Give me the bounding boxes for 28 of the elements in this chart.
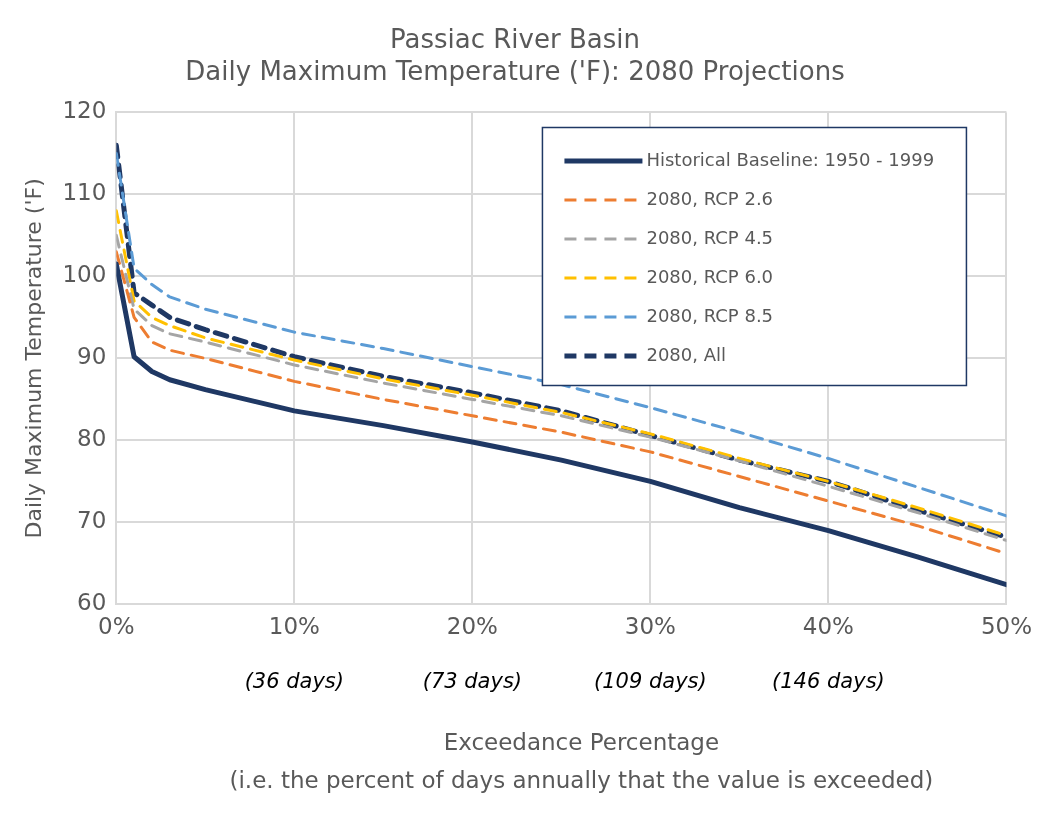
text: (109 days) [594, 668, 707, 693]
x-tick-label: 30% [624, 613, 676, 640]
chart-subtitle: Daily Maximum Temperature ('F): 2080 Projections [185, 55, 845, 86]
y-tick-label: 80 [77, 425, 107, 452]
x-tick-label: 50% [980, 613, 1032, 640]
x-axis-title: Exceedance Percentage [443, 729, 720, 756]
y-tick-label: 90 [77, 343, 107, 370]
y-axis-title: Daily Maximum Temperature ('F) [20, 178, 46, 539]
text: (i.e. the percent of days annually that the value is exceeded) [229, 767, 934, 794]
legend-label: 2080, RCP 6.0 [646, 265, 774, 287]
text: (36 days) [244, 668, 345, 693]
legend-label: 2080, RCP 2.6 [646, 187, 774, 209]
x-tick-label: 0% [98, 613, 135, 640]
legend-label: Historical Baseline: 1950 - 1999 [646, 148, 935, 170]
x-tick-label: 10% [268, 613, 320, 640]
y-tick-label: 70 [77, 507, 107, 534]
y-tick-label: 120 [62, 97, 107, 124]
x-tick-label: 40% [802, 613, 854, 640]
x-tick-label: 20% [446, 613, 498, 640]
text: (73 days) [422, 668, 523, 693]
text: (146 days) [772, 668, 885, 693]
legend-label: 2080, All [646, 343, 727, 365]
legend-label: 2080, RCP 4.5 [646, 226, 774, 248]
chart-title: Passiac River Basin [390, 24, 640, 55]
legend-label: 2080, RCP 8.5 [646, 304, 774, 326]
y-tick-label: 60 [77, 589, 107, 616]
y-tick-label: 100 [62, 261, 107, 288]
y-tick-label: 110 [62, 179, 107, 206]
